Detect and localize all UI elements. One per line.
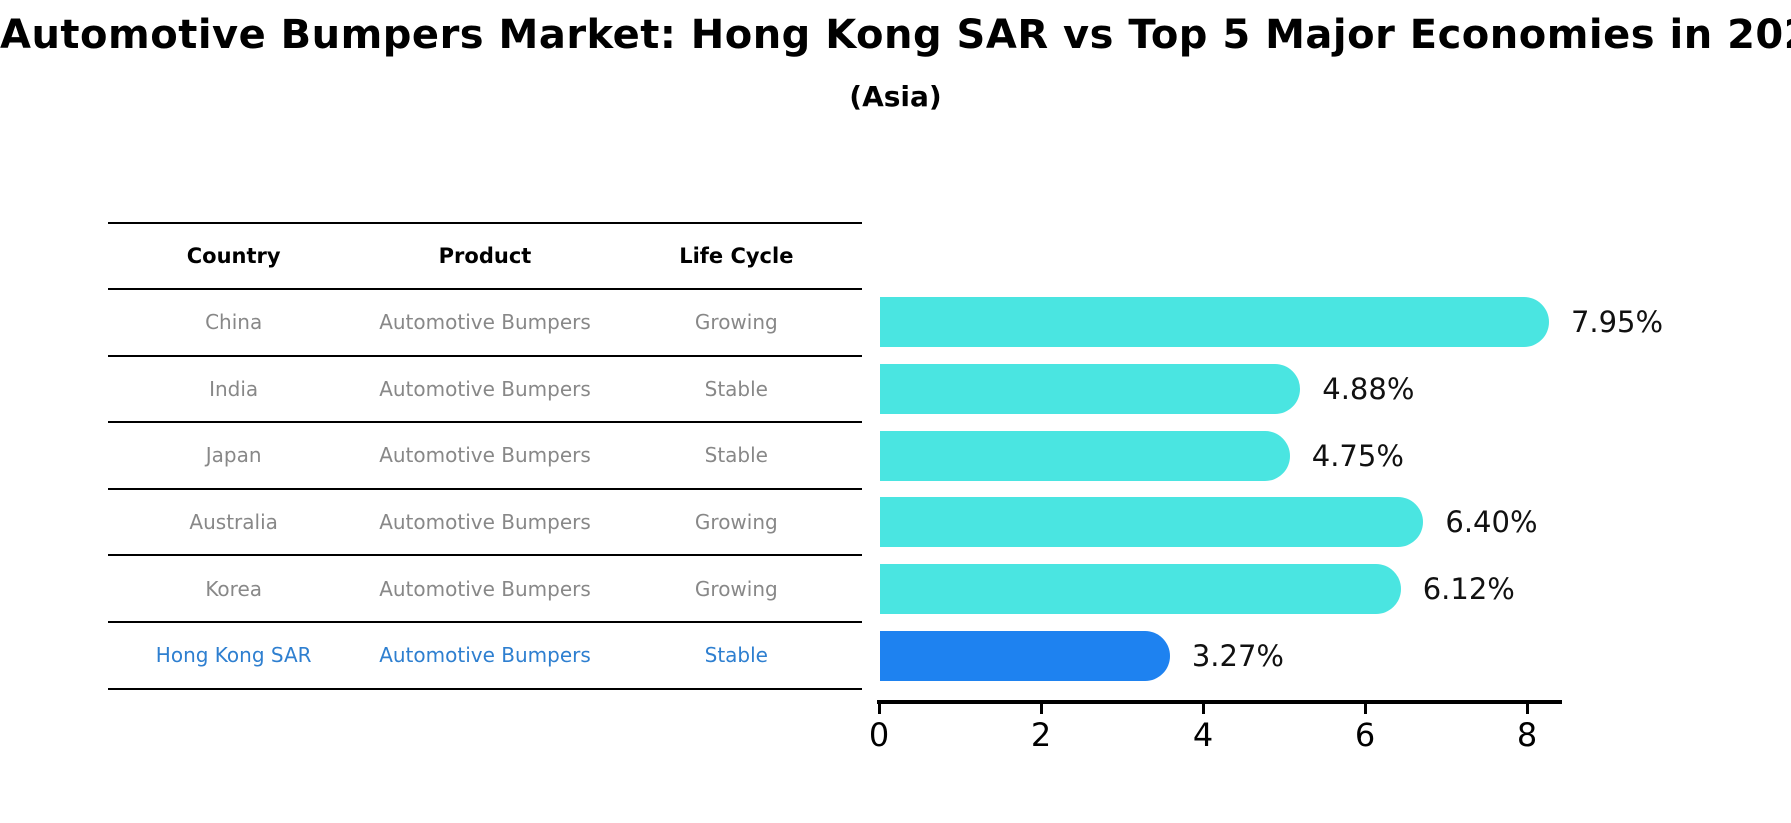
country-cell: Australia [189, 510, 278, 535]
bar-row-japan: 4.75% [880, 422, 1791, 489]
axis-tick-label: 4 [1192, 716, 1214, 754]
bar-row-india: 4.88% [880, 356, 1791, 423]
table-row-korea: Korea Automotive Bumpers Growing [108, 556, 862, 623]
axis-tick-label: 2 [1030, 716, 1052, 754]
chart-subtitle: (Asia) [849, 80, 942, 113]
table-row-australia: Australia Automotive Bumpers Growing [108, 490, 862, 557]
life-cycle-cell: Stable [704, 443, 768, 468]
table-header-row: Country Product Life Cycle [108, 224, 862, 290]
axis-tick-mark [877, 704, 881, 714]
product-cell: Automotive Bumpers [379, 376, 591, 401]
table-row-hong-kong-sar: Hong Kong SAR Automotive Bumpers Stable [108, 623, 862, 690]
product-cell: Automotive Bumpers [379, 510, 591, 535]
bar-hong-kong-sar [880, 630, 1170, 681]
axis-tick-mark [1039, 704, 1043, 714]
bar-china [880, 297, 1549, 348]
bar-chart: 7.95% 4.88% 4.75% 6.40% 6.12% 3.27% [880, 289, 1791, 689]
bar-india [880, 363, 1301, 414]
bar-value-label: 6.40% [1445, 505, 1538, 540]
bar-korea [880, 563, 1401, 614]
product-cell: Automotive Bumpers [379, 643, 591, 668]
country-cell: Korea [205, 576, 263, 601]
table-row-india: India Automotive Bumpers Stable [108, 357, 862, 424]
product-cell: Automotive Bumpers [379, 576, 591, 601]
chart-title: Automotive Bumpers Market: Hong Kong SAR… [0, 12, 1791, 58]
bar-row-australia: 6.40% [880, 489, 1791, 556]
bar-row-korea: 6.12% [880, 556, 1791, 623]
bar-japan [880, 430, 1290, 481]
life-cycle-cell: Growing [694, 310, 778, 335]
axis-tick-mark [1363, 704, 1367, 714]
life-cycle-cell: Stable [704, 643, 768, 668]
product-cell: Automotive Bumpers [379, 310, 591, 335]
bar-australia [880, 497, 1424, 548]
life-cycle-cell: Growing [694, 510, 778, 535]
axis-tick-label: 8 [1516, 716, 1538, 754]
life-cycle-cell: Stable [704, 376, 768, 401]
bar-value-label: 4.88% [1322, 371, 1415, 406]
country-cell: Japan [205, 443, 262, 468]
bar-row-china: 7.95% [880, 289, 1791, 356]
axis-tick-label: 0 [868, 716, 890, 754]
table-row-china: China Automotive Bumpers Growing [108, 290, 862, 357]
column-header-country: Country [186, 244, 281, 268]
bar-value-label: 7.95% [1570, 305, 1664, 340]
axis-tick-label: 6 [1354, 716, 1376, 754]
country-cell: China [205, 310, 263, 335]
data-table: Country Product Life Cycle China Automot… [108, 222, 862, 690]
life-cycle-cell: Growing [694, 576, 778, 601]
axis-tick-mark [1201, 704, 1205, 714]
country-cell: India [209, 376, 259, 401]
bar-value-label: 3.27% [1191, 638, 1284, 673]
bar-value-label: 4.75% [1311, 438, 1404, 473]
bar-value-label: 6.12% [1422, 571, 1515, 606]
country-cell: Hong Kong SAR [155, 643, 312, 668]
x-axis-line [877, 700, 1562, 704]
column-header-product: Product [438, 244, 532, 268]
bar-row-hong-kong-sar: 3.27% [880, 622, 1791, 689]
axis-tick-mark [1525, 704, 1529, 714]
product-cell: Automotive Bumpers [379, 443, 591, 468]
column-header-life-cycle: Life Cycle [679, 244, 794, 268]
table-row-japan: Japan Automotive Bumpers Stable [108, 423, 862, 490]
